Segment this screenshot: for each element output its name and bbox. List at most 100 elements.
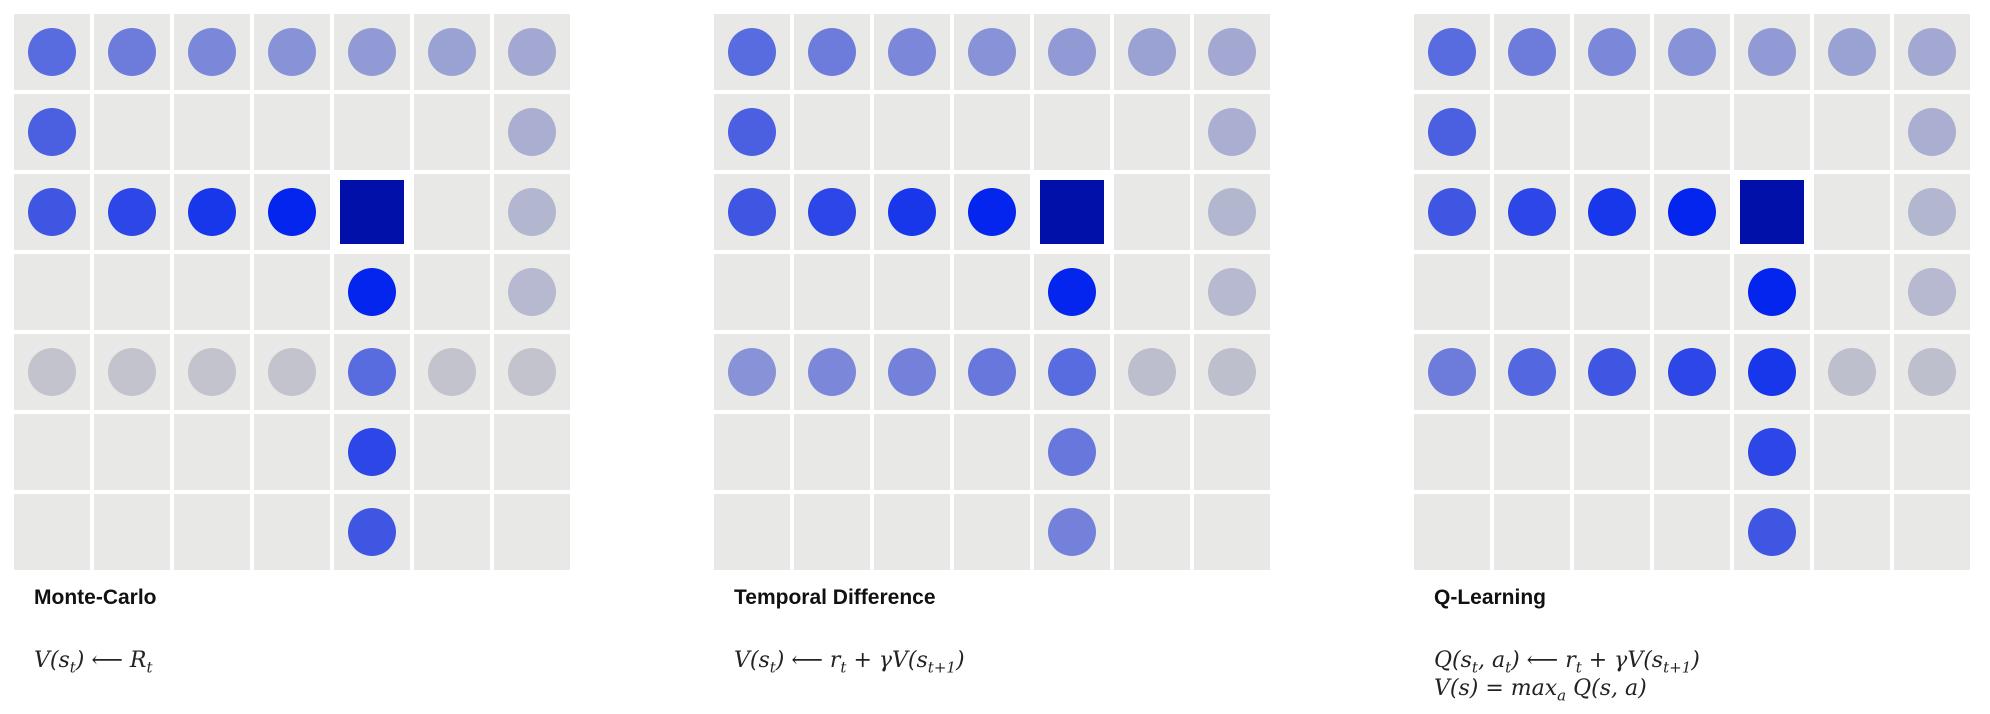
grid-cell <box>1494 414 1570 490</box>
state-value-dot <box>1048 268 1096 316</box>
state-value-dot <box>888 188 936 236</box>
grid-cell <box>1814 94 1890 170</box>
grid-cell <box>1734 414 1810 490</box>
goal-cell <box>1034 174 1110 250</box>
state-value-dot <box>1128 28 1176 76</box>
grid-cell <box>254 254 330 330</box>
state-value-dot <box>348 268 396 316</box>
state-value-dot <box>1668 348 1716 396</box>
grid-cell <box>954 414 1030 490</box>
grid-cell <box>1814 414 1890 490</box>
state-value-dot <box>1428 188 1476 236</box>
grid-cell <box>494 94 570 170</box>
grid-cell <box>94 254 170 330</box>
state-value-dot <box>888 28 936 76</box>
state-value-dot <box>1048 508 1096 556</box>
grid-cell <box>1194 174 1270 250</box>
state-value-dot <box>968 28 1016 76</box>
grid-cell <box>14 494 90 570</box>
state-value-dot <box>268 188 316 236</box>
grid-cell <box>954 94 1030 170</box>
grid-cell <box>874 14 950 90</box>
grid-cell <box>174 174 250 250</box>
grid-cell <box>1894 334 1970 410</box>
grid-cell <box>1414 414 1490 490</box>
formula-subscript: t+1 <box>927 658 956 677</box>
state-value-dot <box>1748 28 1796 76</box>
grid-cell <box>1414 174 1490 250</box>
gridworld-temporal-difference <box>714 14 1274 574</box>
grid-cell <box>1194 334 1270 410</box>
grid-cell <box>1494 254 1570 330</box>
grid-cell <box>1734 494 1810 570</box>
grid-cell <box>1034 94 1110 170</box>
grid-cell <box>254 334 330 410</box>
grid-cell <box>1734 254 1810 330</box>
grid-cell <box>1034 14 1110 90</box>
grid-cell <box>794 414 870 490</box>
grid-cell <box>94 94 170 170</box>
grid-cell <box>254 494 330 570</box>
grid-cell <box>414 494 490 570</box>
state-value-dot <box>1208 108 1256 156</box>
grid-cell <box>714 174 790 250</box>
grid-cell <box>1894 494 1970 570</box>
grid-cell <box>414 14 490 90</box>
panel-title: Temporal Difference <box>734 586 936 609</box>
formula-text: ) ⟵ r <box>1511 648 1576 673</box>
grid-cell <box>874 94 950 170</box>
formula-subscript: t <box>769 658 776 677</box>
state-value-dot <box>1428 108 1476 156</box>
grid-cell <box>334 494 410 570</box>
grid-cell <box>1814 254 1890 330</box>
grid-cell <box>494 414 570 490</box>
grid-cell <box>1734 334 1810 410</box>
grid-cell <box>1194 494 1270 570</box>
grid-cell <box>94 414 170 490</box>
formula-subscript: t <box>69 658 76 677</box>
state-value-dot <box>508 108 556 156</box>
grid-cell <box>1654 494 1730 570</box>
state-value-dot <box>28 188 76 236</box>
grid-cell <box>1734 14 1810 90</box>
state-value-dot <box>28 28 76 76</box>
grid-cell <box>414 334 490 410</box>
grid-cell <box>954 14 1030 90</box>
grid-cell <box>14 14 90 90</box>
grid-cell <box>1194 94 1270 170</box>
grid-cell <box>1114 254 1190 330</box>
grid-cell <box>794 494 870 570</box>
gridworld-q-learning <box>1414 14 1974 574</box>
state-value-dot <box>428 28 476 76</box>
state-value-dot <box>808 188 856 236</box>
grid-cell <box>94 494 170 570</box>
grid-cell <box>874 254 950 330</box>
grid-cell <box>14 414 90 490</box>
goal-marker <box>1040 180 1104 244</box>
state-value-dot <box>1208 348 1256 396</box>
goal-cell <box>1734 174 1810 250</box>
grid-cell <box>1894 254 1970 330</box>
grid-cell <box>174 254 250 330</box>
grid-cell <box>954 174 1030 250</box>
grid-cell <box>94 334 170 410</box>
grid-cell <box>1494 94 1570 170</box>
grid-cell <box>714 14 790 90</box>
state-value-dot <box>348 428 396 476</box>
formula-text: V(s) = max <box>1434 676 1558 701</box>
formula-text: ) <box>955 648 965 673</box>
state-value-dot <box>1908 188 1956 236</box>
grid-cell <box>1114 334 1190 410</box>
grid-cell <box>334 414 410 490</box>
grid-cell <box>14 334 90 410</box>
state-value-dot <box>1908 28 1956 76</box>
panel-title: Monte-Carlo <box>34 586 157 609</box>
goal-cell <box>334 174 410 250</box>
formula-text: V(s <box>34 648 70 673</box>
grid-cell <box>1194 14 1270 90</box>
grid-cell <box>494 14 570 90</box>
grid-cell <box>714 334 790 410</box>
grid-cell <box>254 174 330 250</box>
state-value-dot <box>348 348 396 396</box>
state-value-dot <box>968 348 1016 396</box>
